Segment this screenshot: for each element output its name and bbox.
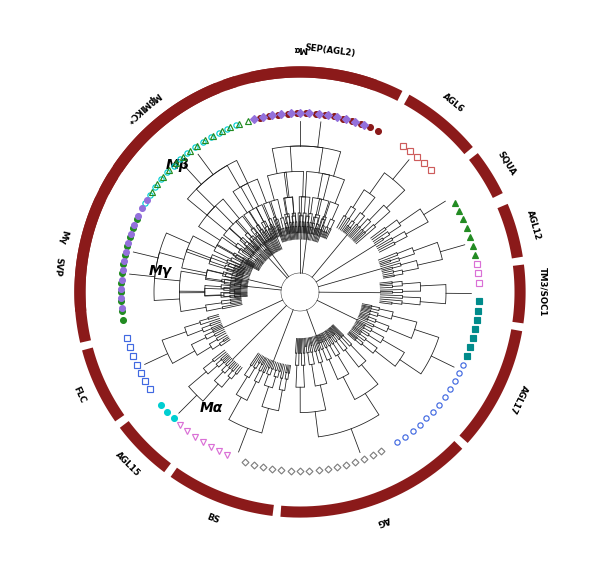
Text: AGL17: AGL17: [508, 383, 530, 415]
Text: BS: BS: [205, 513, 220, 526]
Text: TM3/SOC1: TM3/SOC1: [539, 267, 548, 317]
Text: SQUA: SQUA: [496, 150, 517, 177]
Text: Mγ: Mγ: [57, 229, 69, 245]
Text: MIKC*: MIKC*: [124, 98, 151, 124]
Text: Mγ: Mγ: [149, 264, 172, 278]
Text: AG: AG: [375, 514, 391, 527]
Text: Mβ: Mβ: [166, 158, 189, 172]
Text: AGL12: AGL12: [526, 209, 542, 241]
Text: AGL15: AGL15: [114, 450, 142, 478]
Text: Mα: Mα: [200, 401, 223, 415]
Text: AGL6: AGL6: [440, 92, 466, 114]
Text: Mα: Mα: [293, 44, 307, 53]
Text: FLC: FLC: [72, 385, 87, 405]
Text: SVP: SVP: [53, 256, 64, 277]
Text: Mβ: Mβ: [145, 89, 162, 106]
Text: SEP(AGL2): SEP(AGL2): [304, 43, 356, 58]
